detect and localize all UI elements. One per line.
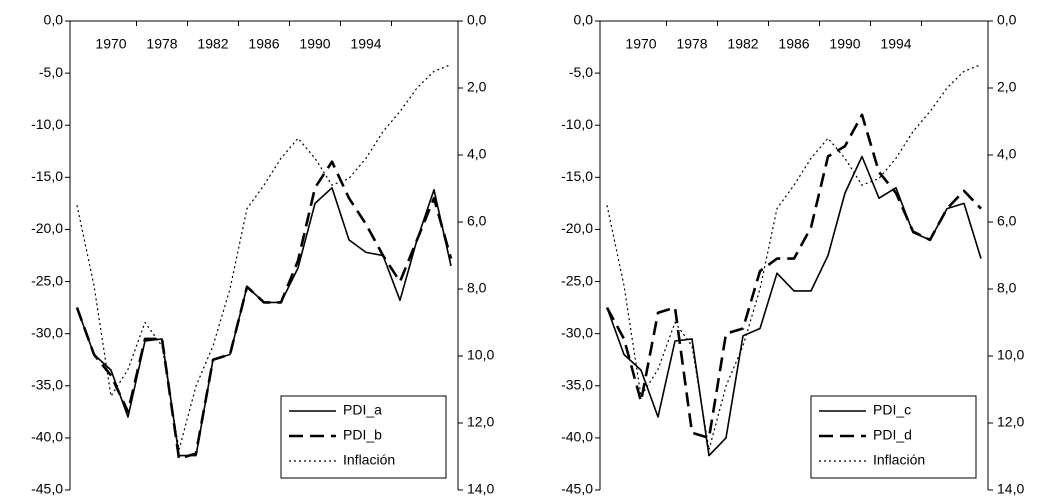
x-tick-label: 1970 bbox=[625, 36, 656, 52]
y-tick-label: -45,0 bbox=[561, 481, 593, 497]
x-tick-label: 1990 bbox=[299, 36, 330, 52]
legend-label: PDI_d bbox=[873, 427, 912, 443]
y2-tick-label: 8,0 bbox=[467, 280, 487, 296]
legend-label: Inflación bbox=[873, 452, 925, 468]
series-line bbox=[606, 64, 982, 451]
x-tick-label: 1986 bbox=[248, 36, 279, 52]
y2-tick-label: 2,0 bbox=[467, 79, 487, 95]
y-tick-label: -30,0 bbox=[31, 324, 63, 340]
legend-box bbox=[810, 395, 977, 479]
legend-box bbox=[280, 395, 447, 479]
y-tick-label: -5,0 bbox=[39, 64, 63, 80]
y-tick-label: -10,0 bbox=[561, 116, 593, 132]
legend-label: PDI_a bbox=[343, 402, 382, 418]
y-tick-label: -45,0 bbox=[31, 481, 63, 497]
y-tick-label: -25,0 bbox=[561, 272, 593, 288]
x-tick-label: 1982 bbox=[197, 36, 228, 52]
series-line bbox=[605, 113, 982, 440]
x-tick-label: 1970 bbox=[95, 36, 126, 52]
legend-label: PDI_b bbox=[343, 427, 382, 443]
legend-label: PDI_c bbox=[873, 402, 911, 418]
y-tick-label: -15,0 bbox=[31, 168, 63, 184]
y2-tick-label: 6,0 bbox=[997, 213, 1017, 229]
y-tick-label: 0,0 bbox=[44, 12, 64, 28]
y2-tick-label: 10,0 bbox=[467, 347, 494, 363]
y-tick-label: -20,0 bbox=[31, 220, 63, 236]
y2-tick-label: 14,0 bbox=[467, 481, 494, 497]
y-tick-label: -15,0 bbox=[561, 168, 593, 184]
y2-tick-label: 0,0 bbox=[467, 12, 487, 28]
x-tick-label: 1986 bbox=[778, 36, 809, 52]
x-tick-label: 1994 bbox=[880, 36, 911, 52]
y2-tick-label: 2,0 bbox=[997, 79, 1017, 95]
y-tick-label: -20,0 bbox=[561, 220, 593, 236]
x-tick-label: 1990 bbox=[829, 36, 860, 52]
y2-tick-label: 4,0 bbox=[997, 146, 1017, 162]
y-tick-label: -35,0 bbox=[31, 376, 63, 392]
y-tick-label: -40,0 bbox=[561, 429, 593, 445]
panel: 0,0 -5,0 -10,0 -15,0 -20,0 -25,0 -30,0 -35,0 -40… bbox=[561, 12, 1024, 497]
y2-tick-label: 10,0 bbox=[997, 347, 1024, 363]
y2-tick-label: 8,0 bbox=[997, 280, 1017, 296]
y-tick-label: 0,0 bbox=[574, 12, 594, 28]
series-line bbox=[76, 64, 452, 451]
y-tick-label: -10,0 bbox=[31, 116, 63, 132]
y2-tick-label: 0,0 bbox=[997, 12, 1017, 28]
y-tick-label: -5,0 bbox=[569, 64, 593, 80]
y2-tick-label: 6,0 bbox=[467, 213, 487, 229]
y-tick-label: -40,0 bbox=[31, 429, 63, 445]
y2-tick-label: 12,0 bbox=[997, 414, 1024, 430]
y2-tick-label: 4,0 bbox=[467, 146, 487, 162]
x-tick-label: 1982 bbox=[727, 36, 758, 52]
y2-tick-label: 14,0 bbox=[997, 481, 1024, 497]
x-tick-label: 1994 bbox=[350, 36, 381, 52]
legend-label: Inflación bbox=[343, 452, 395, 468]
series-line bbox=[75, 160, 453, 460]
panel: 0,0 -5,0 -10,0 -15,0 -20,0 -25,0 -30,0 -35,0 -40… bbox=[31, 12, 494, 497]
x-tick-label: 1978 bbox=[676, 36, 707, 52]
x-tick-label: 1978 bbox=[146, 36, 177, 52]
y-tick-label: -30,0 bbox=[561, 324, 593, 340]
y-tick-label: -35,0 bbox=[561, 376, 593, 392]
y2-tick-label: 12,0 bbox=[467, 414, 494, 430]
y-tick-label: -25,0 bbox=[31, 272, 63, 288]
